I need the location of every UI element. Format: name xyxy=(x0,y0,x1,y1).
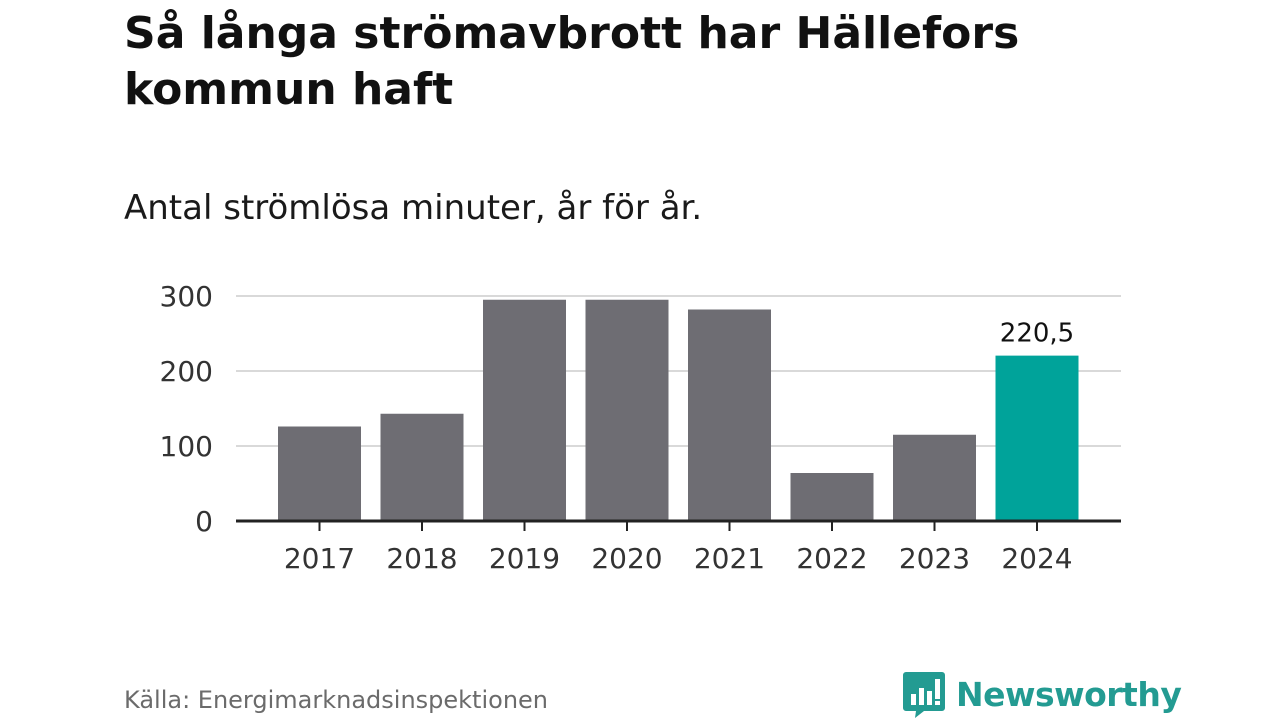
bar xyxy=(380,413,464,521)
x-tick-label: 2020 xyxy=(591,542,662,575)
chart-title: Så långa strömavbrott har Hällefors komm… xyxy=(124,8,1020,115)
x-tick-label: 2018 xyxy=(386,542,457,575)
data-label: 220,5 xyxy=(1000,319,1074,349)
x-tick-label: 2023 xyxy=(899,542,970,575)
x-tick-label: 2017 xyxy=(284,542,355,575)
bar-chart: 0 100 200 300 2017 2018 2019 2020 2021 2022 2023 20… xyxy=(160,280,1121,575)
chart-subtitle: Antal strömlösa minuter, år för år. xyxy=(124,188,703,228)
source-note: Källa: Energimarknadsinspektionen xyxy=(124,686,549,714)
bar xyxy=(278,426,361,521)
bar-chart-bubble-icon xyxy=(903,672,945,718)
bar xyxy=(483,299,566,521)
brand-name: Newsworthy xyxy=(956,674,1182,714)
y-tick-label: 0 xyxy=(195,505,213,538)
bar xyxy=(688,309,771,521)
x-tick-label: 2024 xyxy=(1001,542,1072,575)
x-tick-label: 2022 xyxy=(796,542,867,575)
bar xyxy=(995,355,1079,521)
y-tick-label: 300 xyxy=(160,280,213,313)
bar xyxy=(585,299,669,521)
x-tick-label: 2021 xyxy=(694,542,765,575)
y-tick-label: 100 xyxy=(160,430,213,463)
bar xyxy=(790,473,874,521)
newsworthy-logo: Newsworthy xyxy=(902,670,1182,718)
y-tick-label: 200 xyxy=(160,355,213,388)
x-tick-label: 2019 xyxy=(489,542,560,575)
bar xyxy=(893,434,976,521)
